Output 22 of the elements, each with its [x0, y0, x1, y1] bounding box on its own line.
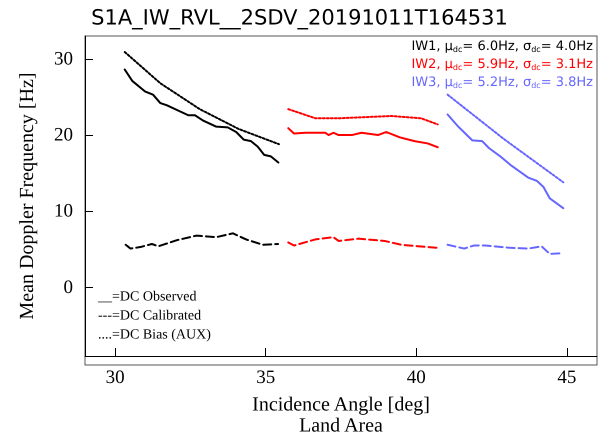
y-axis-title: Mean Doppler Frequency [Hz] [16, 72, 38, 320]
annotation: __=DC Observed [97, 290, 196, 304]
line-series [124, 232, 280, 250]
annotation: IW2, μdc= 5.9Hz, σdc= 3.1Hz [411, 57, 594, 72]
line-series [287, 127, 439, 148]
y-tick-label: 20 [54, 124, 73, 146]
annotation: IW3, μdc= 5.2Hz, σdc= 3.8Hz [411, 75, 594, 90]
line-series [287, 108, 439, 126]
chart-title: S1A_IW_RVL__2SDV_20191011T164531 [91, 6, 508, 30]
x-tick-label: 40 [406, 367, 426, 388]
y-tick-label: 30 [54, 48, 73, 70]
annotation: ---=DC Calibrated [98, 308, 202, 324]
y-tick-label: 10 [54, 200, 73, 222]
line-series [446, 113, 564, 210]
annotation: IW1, μdc= 6.0Hz, σdc= 4.0Hz [411, 39, 594, 54]
x-axis-title: Incidence Angle [deg] Land Area [252, 394, 430, 436]
line-series [287, 236, 439, 249]
x-tick-label: 45 [557, 367, 576, 388]
x-tick-label: 35 [256, 367, 276, 388]
y-tick-label: 0 [64, 276, 73, 298]
x-tick-label: 30 [106, 367, 125, 388]
annotation: ....=DC Bias (AUX) [98, 328, 212, 342]
